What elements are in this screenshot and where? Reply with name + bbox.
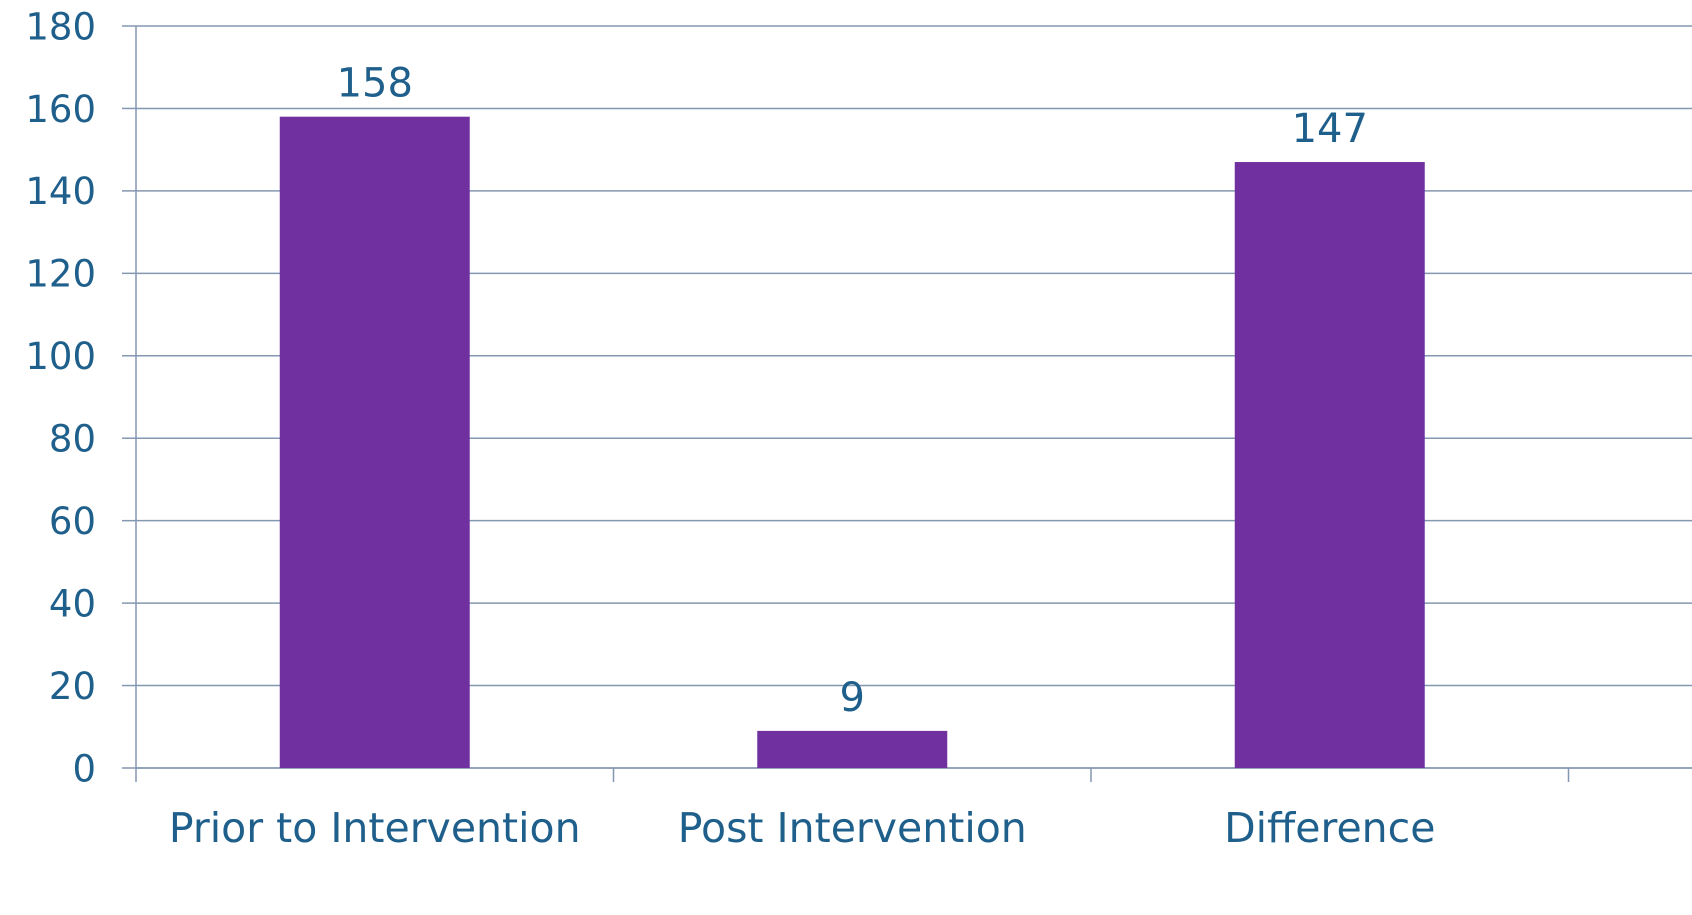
bars	[279, 116, 1425, 769]
x-category-label: Prior to Intervention	[169, 804, 581, 852]
y-tick-label: 120	[25, 253, 96, 296]
data-label: 147	[1292, 106, 1368, 152]
x-category-label: Post Intervention	[678, 804, 1027, 852]
data-label: 9	[840, 675, 865, 721]
y-tick-label: 140	[25, 170, 96, 213]
bar-post-intervention	[757, 730, 948, 768]
y-tick-label: 80	[49, 418, 96, 461]
data-label: 158	[337, 61, 413, 107]
y-tick-label: 20	[49, 665, 96, 708]
y-tick-label: 0	[72, 747, 96, 790]
y-tick-label: 40	[49, 582, 96, 625]
y-tick-label: 160	[25, 88, 96, 131]
y-tick-label: 180	[25, 5, 96, 48]
bar-prior-to-intervention	[279, 116, 470, 768]
x-category-label: Difference	[1224, 804, 1435, 852]
labels: 0 20 40 60 80 100 120 140 160 180 158 Prior to Inte…	[25, 5, 1435, 852]
y-tick-label: 60	[49, 500, 96, 543]
y-tick-label: 100	[25, 335, 96, 378]
bar-difference	[1234, 162, 1425, 769]
